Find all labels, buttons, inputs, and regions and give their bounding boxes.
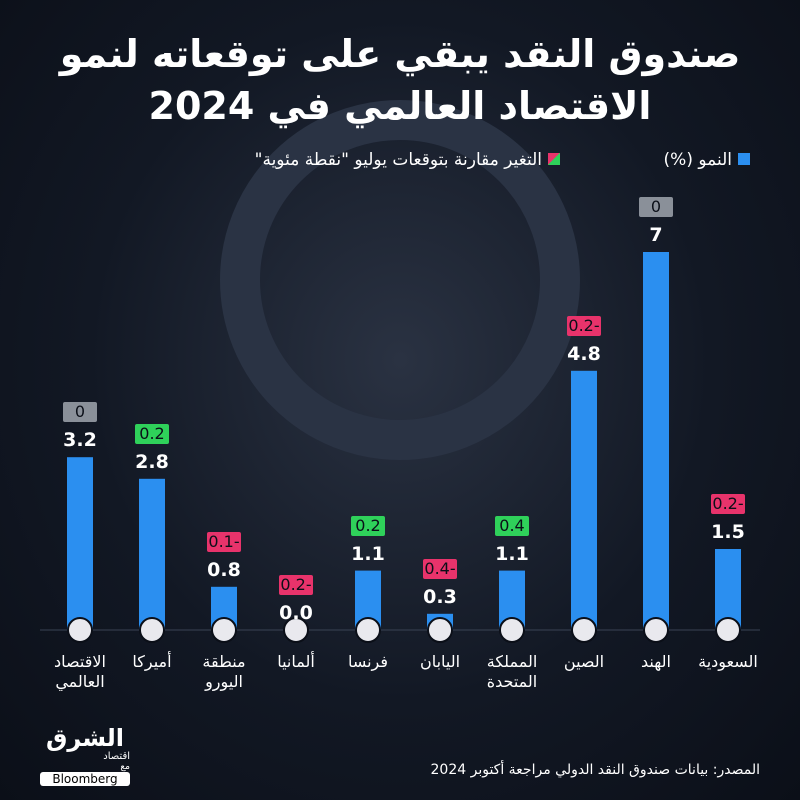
value-label: 1.5	[711, 521, 745, 543]
x-tick-label: الصين	[563, 652, 605, 671]
flag	[499, 617, 525, 643]
value-label: 7	[649, 224, 663, 246]
change-label: 0.2-	[567, 315, 601, 336]
change-label: 0.4-	[423, 558, 457, 579]
chart-title: صندوق النقد يبقي على توقعاته لنمو الاقتص…	[59, 32, 741, 128]
value-label: 2.8	[135, 450, 169, 473]
bar	[643, 252, 669, 630]
x-tick-label: السعودية	[698, 652, 758, 671]
legend-growth: النمو (%)	[664, 150, 750, 170]
logo-name: الشرق	[45, 724, 125, 752]
change-label: 0	[63, 402, 97, 423]
x-tick-label: الهند	[641, 652, 671, 671]
bar	[571, 370, 597, 630]
legend-label: التغير مقارنة بتوقعات يوليو "نقطة مئوية"	[254, 150, 542, 170]
legend-change: التغير مقارنة بتوقعات يوليو "نقطة مئوية"	[255, 150, 560, 170]
change-label: 0	[639, 197, 673, 217]
logo-partner: Bloomberg	[40, 772, 130, 786]
change-label: 0.2-	[279, 575, 313, 595]
flag	[355, 617, 381, 643]
logo-sub: اقتصاد	[103, 751, 130, 762]
logo: الشرق اقتصاد مع Bloomberg	[40, 725, 130, 786]
value-label: 3.2	[63, 429, 97, 452]
value-label: 1.1	[351, 542, 385, 565]
bar	[139, 478, 165, 630]
change-label: 0.4	[495, 515, 529, 536]
legend-swatch	[548, 153, 560, 165]
x-tick-label: فرنسا	[347, 652, 389, 671]
legend-swatch	[738, 153, 750, 165]
flag	[643, 617, 669, 643]
value-label: 0.0	[279, 602, 313, 624]
legend-label: النمو (%)	[663, 150, 732, 170]
change-label: 0.1-	[207, 531, 241, 552]
source: المصدر: بيانات صندوق النقد الدولي مراجعة…	[430, 762, 761, 778]
bar	[715, 549, 741, 630]
x-tick-label: المملكة المتحدة	[486, 652, 538, 691]
flag	[427, 617, 453, 643]
x-tick-label: ألمانيا	[277, 652, 315, 671]
flag	[283, 617, 309, 643]
flag	[571, 617, 597, 643]
x-tick-label: اليابان	[419, 652, 461, 671]
x-tick-label: أميركا	[132, 652, 172, 671]
x-tick-label: الاقتصاد العالمي	[54, 652, 106, 691]
change-label: 0.2-	[711, 494, 745, 514]
change-label: 0.2	[135, 423, 169, 444]
bar	[67, 457, 93, 630]
flag	[139, 617, 165, 643]
value-label: 4.8	[567, 342, 601, 365]
background-emblem	[220, 100, 580, 460]
flag	[715, 617, 741, 643]
x-tick-label: منطقة اليورو	[202, 652, 246, 691]
flag	[67, 617, 93, 643]
flag	[211, 617, 237, 643]
value-label: 0.3	[423, 585, 457, 608]
logo-with: مع	[120, 762, 130, 772]
change-label: 0.2	[351, 515, 385, 536]
value-label: 0.8	[207, 558, 241, 581]
value-label: 1.1	[495, 542, 529, 565]
